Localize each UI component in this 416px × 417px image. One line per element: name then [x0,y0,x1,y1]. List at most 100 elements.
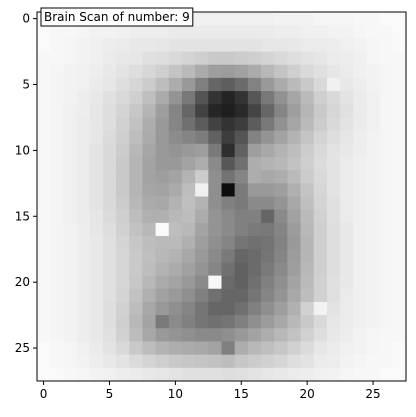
heatmap-cell [50,354,64,369]
heatmap-cell [261,222,275,237]
heatmap-cell [326,183,341,197]
heatmap-cell [261,341,275,356]
heatmap-cell [261,143,275,158]
heatmap-cell [76,77,91,92]
heatmap-cell [261,183,275,197]
heatmap-cell [221,196,236,211]
heatmap-cell [247,367,262,382]
heatmap-cell [76,354,91,369]
heatmap-cell [89,222,104,237]
heatmap-cell [300,38,315,52]
heatmap-cell [234,183,249,197]
heatmap-cell [181,196,196,211]
heatmap-cell [102,64,117,79]
heatmap-cell [37,196,51,211]
heatmap-cell [234,38,249,52]
heatmap-cell [102,91,117,105]
heatmap-cell [181,64,196,79]
heatmap-cell [37,130,51,145]
heatmap-cell [208,170,222,184]
heatmap-cell [340,301,354,316]
heatmap-cell [208,196,222,211]
heatmap-cell [63,64,77,79]
heatmap-cell [89,77,104,92]
heatmap-cell [76,249,91,263]
heatmap-cell [379,183,394,197]
x-tick-label: 15 [234,387,249,401]
heatmap-cell [129,104,143,118]
heatmap-cell [392,341,407,356]
heatmap-cell [116,209,130,224]
heatmap-cell [208,209,222,224]
heatmap-cell [379,170,394,184]
heatmap-cell [63,156,77,171]
heatmap-cell [274,77,288,92]
heatmap-cell [287,38,301,52]
heatmap-cell [234,288,249,303]
heatmap-cell [89,249,104,263]
heatmap-cell [116,328,130,342]
heatmap-cell [142,64,157,79]
heatmap-cell [63,222,77,237]
heatmap-cell [353,156,367,171]
heatmap-cell [50,38,64,52]
heatmap-cell [142,275,157,290]
heatmap-cell [274,196,288,211]
heatmap-cell [287,77,301,92]
heatmap-cell [168,183,183,197]
heatmap-cell [63,209,77,224]
y-tick-label: 25 [15,341,30,355]
heatmap-cell [261,196,275,211]
heatmap-cell [366,249,381,263]
heatmap-cell [326,209,341,224]
heatmap-cell [142,117,157,132]
heatmap-cell [287,341,301,356]
heatmap-cell [234,367,249,382]
heatmap-cell [181,51,196,66]
heatmap-cell [326,196,341,211]
heatmap-cell [261,354,275,369]
heatmap-cell [37,104,51,118]
heatmap-cell [102,196,117,211]
heatmap-cell [221,156,236,171]
heatmap-cell [50,196,64,211]
heatmap-cell [76,143,91,158]
heatmap-cell [353,170,367,184]
heatmap-cell [221,222,236,237]
heatmap-cell [37,275,51,290]
heatmap-cell [50,328,64,342]
heatmap-cell [102,249,117,263]
heatmap-cell [168,77,183,92]
heatmap-cell [366,38,381,52]
heatmap-cell [142,288,157,303]
heatmap-cell [247,12,262,26]
heatmap-cell [234,12,249,26]
heatmap-cell [37,156,51,171]
heatmap-cell [89,156,104,171]
y-tick-label: 20 [15,275,30,289]
heatmap-cell [208,315,222,329]
heatmap-cell [37,328,51,342]
heatmap-cell [102,209,117,224]
heatmap-cell [129,117,143,132]
heatmap-cell [142,38,157,52]
heatmap-cell [102,354,117,369]
heatmap-cell [155,117,170,132]
heatmap-cell [89,354,104,369]
heatmap-cell [287,275,301,290]
heatmap-cell [274,236,288,250]
heatmap-cell [379,301,394,316]
heatmap-cell [102,183,117,197]
heatmap-cell [234,354,249,369]
heatmap-cell [155,143,170,158]
heatmap-cell [340,196,354,211]
heatmap-cell [234,262,249,276]
heatmap-cell [313,130,328,145]
heatmap-cell [168,143,183,158]
heatmap-cell [155,156,170,171]
heatmap-cell [261,64,275,79]
heatmap-cell [300,170,315,184]
heatmap-cell [247,170,262,184]
heatmap-cell [274,25,288,39]
heatmap-cell [50,315,64,329]
